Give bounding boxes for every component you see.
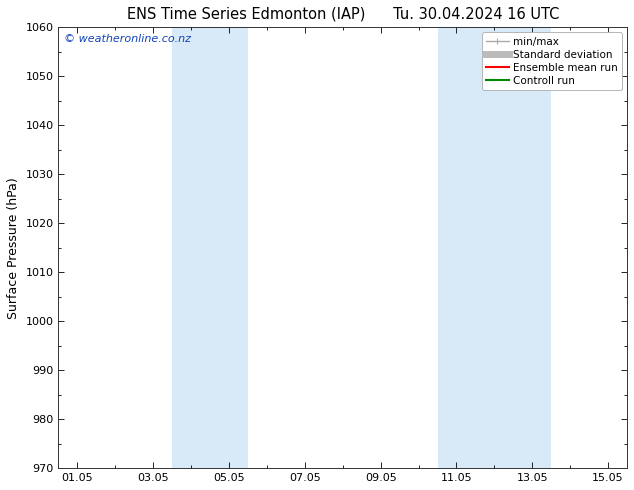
Y-axis label: Surface Pressure (hPa): Surface Pressure (hPa) (7, 177, 20, 318)
Text: © weatheronline.co.nz: © weatheronline.co.nz (64, 34, 191, 44)
Bar (172, 27, 248, 468)
Legend: min/max, Standard deviation, Ensemble mean run, Controll run: min/max, Standard deviation, Ensemble me… (482, 32, 622, 90)
Title: ENS Time Series Edmonton (IAP)      Tu. 30.04.2024 16 UTC: ENS Time Series Edmonton (IAP) Tu. 30.04… (127, 7, 559, 22)
Bar (437, 27, 551, 468)
